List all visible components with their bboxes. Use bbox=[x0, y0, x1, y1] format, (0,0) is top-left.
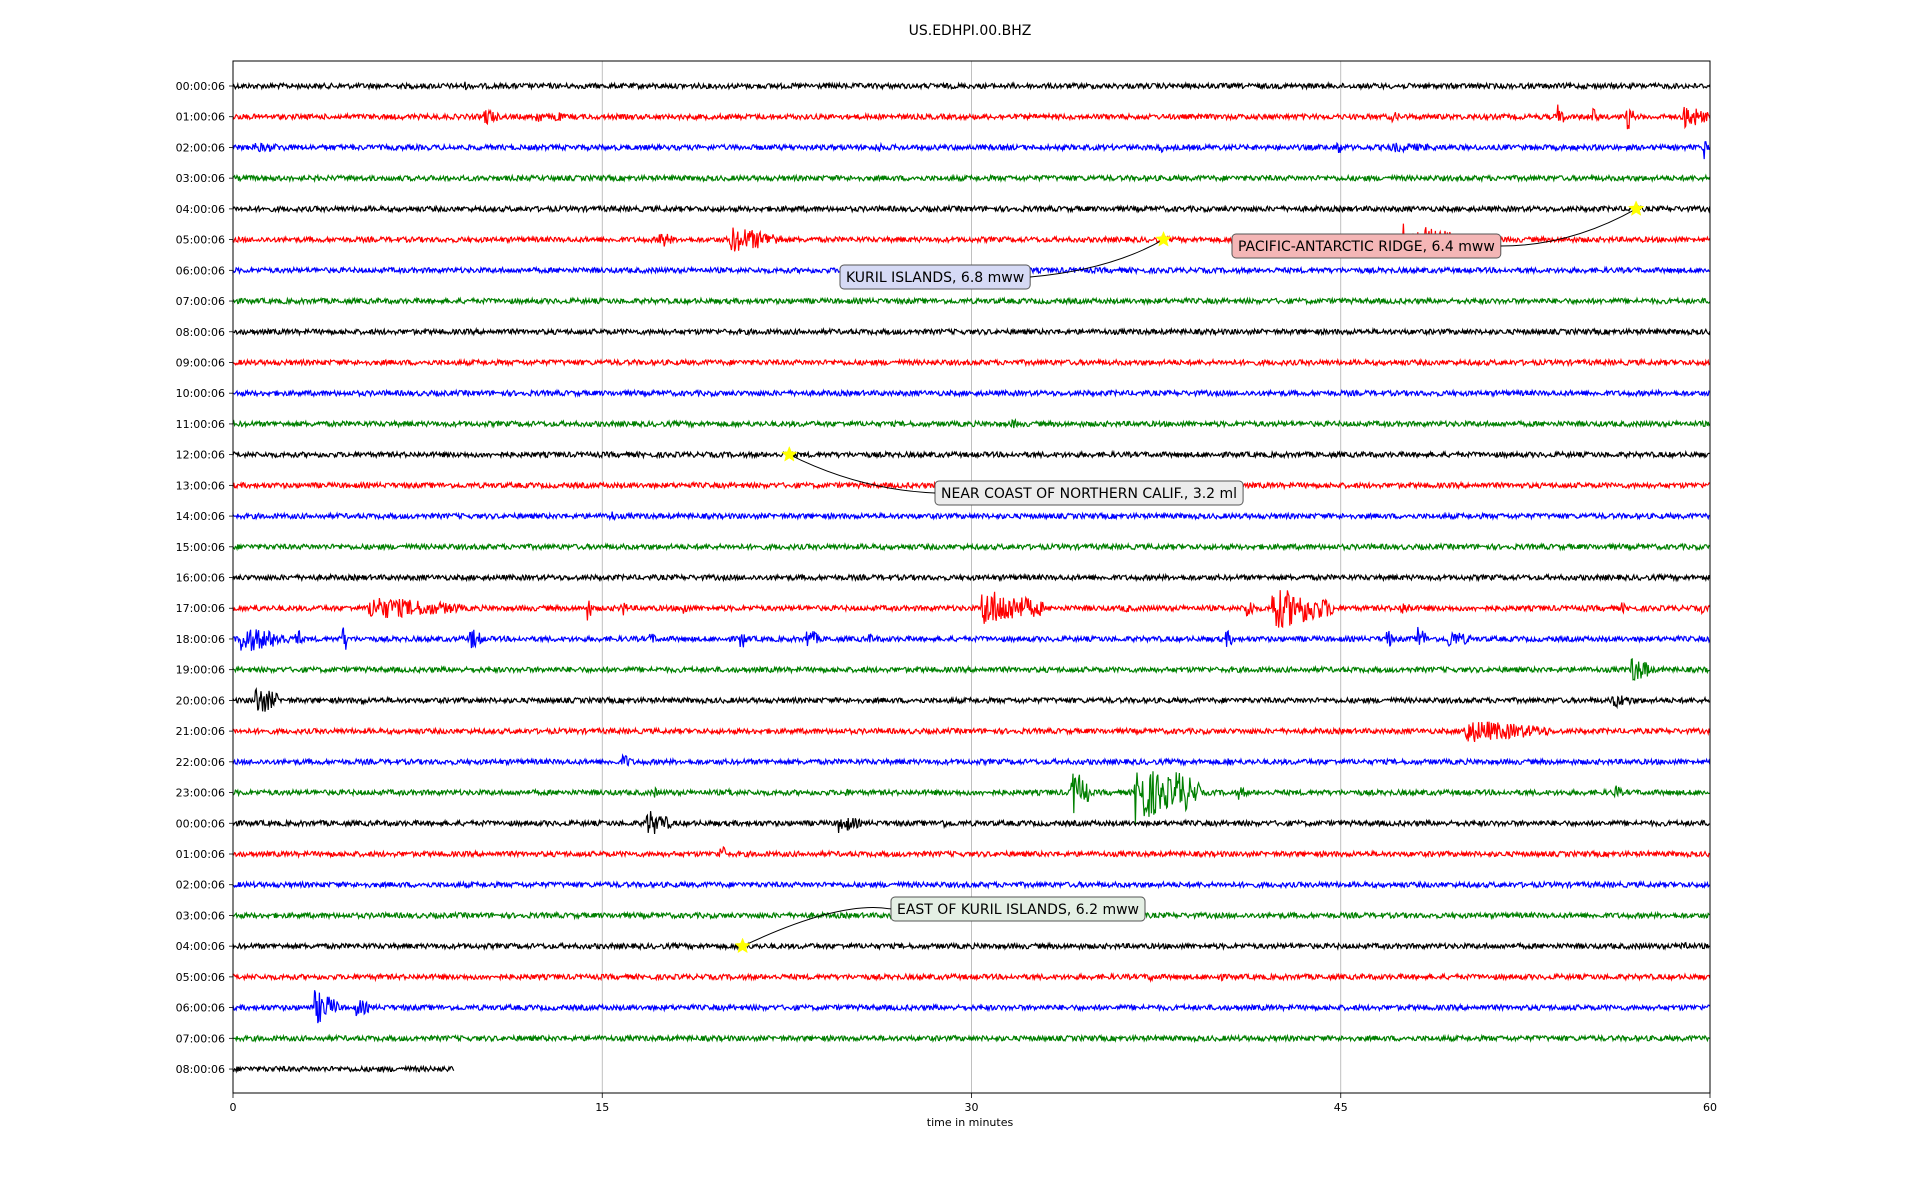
y-tick-label: 15:00:06 bbox=[176, 541, 225, 554]
y-tick-label: 19:00:06 bbox=[176, 664, 225, 677]
event-label: NEAR COAST OF NORTHERN CALIF., 3.2 ml bbox=[941, 486, 1237, 502]
trace-row-0 bbox=[232, 81, 1711, 91]
event-connector bbox=[742, 907, 892, 947]
x-axis: 0 15 30 45 60 bbox=[230, 1093, 1717, 1114]
y-tick-label: 01:00:06 bbox=[176, 848, 225, 861]
y-tick-label: 17:00:06 bbox=[176, 602, 225, 615]
event-layer: PACIFIC-ANTARCTIC RIDGE, 6.4 mww KURIL IS… bbox=[734, 200, 1645, 954]
trace-row-20 bbox=[232, 687, 1711, 712]
y-tick-label: 06:00:06 bbox=[176, 264, 225, 277]
event-annotation: PACIFIC-ANTARCTIC RIDGE, 6.4 mww bbox=[1231, 200, 1645, 259]
x-tick-label: 30 bbox=[965, 1101, 979, 1114]
trace-row-4 bbox=[232, 203, 1711, 214]
trace-row-9 bbox=[232, 357, 1711, 368]
y-tick-label: 07:00:06 bbox=[176, 1032, 225, 1045]
y-tick-label: 01:00:06 bbox=[176, 111, 225, 124]
y-tick-label: 02:00:06 bbox=[176, 141, 225, 154]
y-tick-label: 13:00:06 bbox=[176, 479, 225, 492]
event-annotation: KURIL ISLANDS, 6.8 mww bbox=[839, 230, 1172, 290]
trace-row-29 bbox=[232, 972, 1711, 983]
y-tick-label: 03:00:06 bbox=[176, 909, 225, 922]
y-tick-label: 10:00:06 bbox=[176, 387, 225, 400]
event-star-marker bbox=[781, 445, 798, 462]
trace-row-21 bbox=[232, 721, 1711, 743]
y-tick-label: 02:00:06 bbox=[176, 879, 225, 892]
y-tick-label: 16:00:06 bbox=[176, 572, 225, 585]
trace-row-26 bbox=[232, 879, 1711, 890]
y-tick-label: 08:00:06 bbox=[176, 326, 225, 339]
y-tick-labels: 00:00:06 01:00:06 02:00:06 03:00:06 04:00:06… bbox=[176, 80, 233, 1076]
trace-row-32 bbox=[232, 1064, 455, 1074]
trace-row-14 bbox=[232, 511, 1710, 522]
event-label-box bbox=[839, 264, 1031, 290]
trace-row-11 bbox=[232, 417, 1711, 429]
event-connector bbox=[1500, 208, 1637, 247]
event-connector bbox=[1030, 239, 1164, 278]
y-tick-label: 23:00:06 bbox=[176, 787, 225, 800]
event-star-marker bbox=[734, 937, 751, 954]
event-label: PACIFIC-ANTARCTIC RIDGE, 6.4 mww bbox=[1238, 239, 1495, 255]
y-tick-label: 04:00:06 bbox=[176, 940, 225, 953]
trace-row-30 bbox=[232, 990, 1711, 1024]
x-tick-label: 60 bbox=[1703, 1101, 1717, 1114]
y-tick-label: 14:00:06 bbox=[176, 510, 225, 523]
trace-row-16 bbox=[232, 572, 1711, 583]
y-tick-label: 09:00:06 bbox=[176, 356, 225, 369]
trace-row-31 bbox=[232, 1033, 1711, 1044]
trace-row-25 bbox=[232, 845, 1711, 859]
y-tick-label: 20:00:06 bbox=[176, 694, 225, 707]
event-star-marker bbox=[1627, 200, 1645, 216]
event-annotation: EAST OF KURIL ISLANDS, 6.2 mww bbox=[734, 896, 1146, 954]
y-tick-label: 00:00:06 bbox=[176, 80, 225, 93]
trace-row-17 bbox=[232, 590, 1711, 629]
trace-row-1 bbox=[232, 104, 1711, 130]
y-tick-label: 05:00:06 bbox=[176, 971, 225, 984]
trace-row-10 bbox=[232, 388, 1711, 399]
x-tick-label: 45 bbox=[1334, 1101, 1348, 1114]
event-annotation: NEAR COAST OF NORTHERN CALIF., 3.2 ml bbox=[781, 445, 1244, 506]
y-tick-label: 07:00:06 bbox=[176, 295, 225, 308]
trace-row-2 bbox=[232, 140, 1711, 160]
trace-row-8 bbox=[232, 326, 1711, 337]
y-tick-label: 03:00:06 bbox=[176, 172, 225, 185]
y-tick-label: 21:00:06 bbox=[176, 725, 225, 738]
y-tick-label: 05:00:06 bbox=[176, 234, 225, 247]
trace-row-7 bbox=[232, 296, 1711, 306]
y-tick-label: 08:00:06 bbox=[176, 1063, 225, 1076]
y-tick-label: 00:00:06 bbox=[176, 817, 225, 830]
event-star-marker bbox=[1155, 230, 1172, 247]
event-label-box bbox=[1231, 233, 1502, 259]
event-connector bbox=[789, 454, 936, 494]
trace-row-12 bbox=[232, 449, 1710, 460]
trace-row-24 bbox=[232, 811, 1710, 835]
trace-row-18 bbox=[232, 626, 1711, 651]
trace-row-22 bbox=[232, 753, 1711, 767]
event-label: EAST OF KURIL ISLANDS, 6.2 mww bbox=[897, 902, 1139, 918]
y-tick-label: 11:00:06 bbox=[176, 418, 225, 431]
x-tick-label: 0 bbox=[230, 1101, 237, 1114]
y-tick-label: 06:00:06 bbox=[176, 1002, 225, 1015]
x-tick-label: 15 bbox=[595, 1101, 609, 1114]
trace-row-19 bbox=[232, 658, 1710, 681]
trace-row-28 bbox=[232, 941, 1711, 952]
y-tick-label: 04:00:06 bbox=[176, 203, 225, 216]
event-label: KURIL ISLANDS, 6.8 mww bbox=[846, 270, 1024, 286]
trace-row-23 bbox=[232, 771, 1710, 824]
x-axis-label: time in minutes bbox=[927, 1116, 1014, 1129]
trace-row-15 bbox=[232, 541, 1711, 552]
y-tick-label: 12:00:06 bbox=[176, 449, 225, 462]
y-tick-label: 22:00:06 bbox=[176, 756, 225, 769]
trace-row-3 bbox=[232, 173, 1711, 184]
chart-title: US.EDHPI.00.BHZ bbox=[909, 23, 1032, 39]
y-tick-label: 18:00:06 bbox=[176, 633, 225, 646]
